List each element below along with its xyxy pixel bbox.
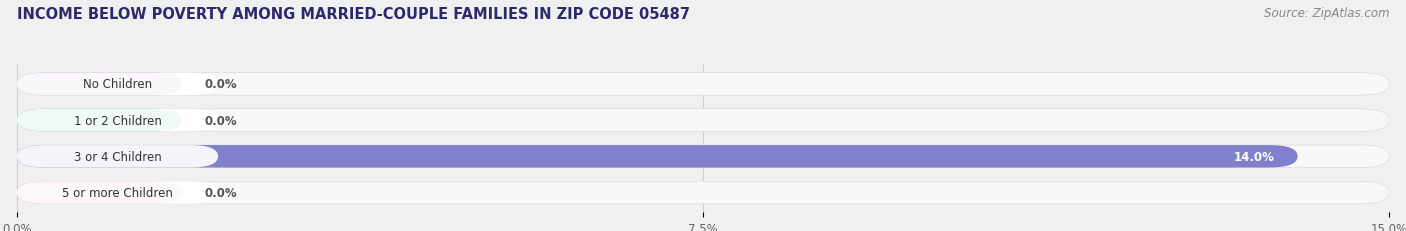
FancyBboxPatch shape [17, 182, 181, 204]
FancyBboxPatch shape [17, 182, 218, 204]
FancyBboxPatch shape [17, 146, 1389, 168]
FancyBboxPatch shape [17, 109, 218, 132]
FancyBboxPatch shape [17, 73, 1389, 96]
Text: No Children: No Children [83, 78, 152, 91]
Text: 3 or 4 Children: 3 or 4 Children [73, 150, 162, 163]
FancyBboxPatch shape [17, 109, 1389, 132]
Text: 5 or more Children: 5 or more Children [62, 186, 173, 199]
Text: 14.0%: 14.0% [1234, 150, 1275, 163]
Text: Source: ZipAtlas.com: Source: ZipAtlas.com [1264, 7, 1389, 20]
FancyBboxPatch shape [17, 109, 181, 132]
Text: INCOME BELOW POVERTY AMONG MARRIED-COUPLE FAMILIES IN ZIP CODE 05487: INCOME BELOW POVERTY AMONG MARRIED-COUPL… [17, 7, 690, 22]
FancyBboxPatch shape [17, 146, 218, 168]
FancyBboxPatch shape [17, 182, 1389, 204]
FancyBboxPatch shape [17, 73, 218, 96]
Text: 0.0%: 0.0% [204, 186, 238, 199]
FancyBboxPatch shape [17, 73, 181, 96]
Text: 0.0%: 0.0% [204, 78, 238, 91]
Text: 1 or 2 Children: 1 or 2 Children [73, 114, 162, 127]
Text: 0.0%: 0.0% [204, 114, 238, 127]
FancyBboxPatch shape [17, 146, 1298, 168]
